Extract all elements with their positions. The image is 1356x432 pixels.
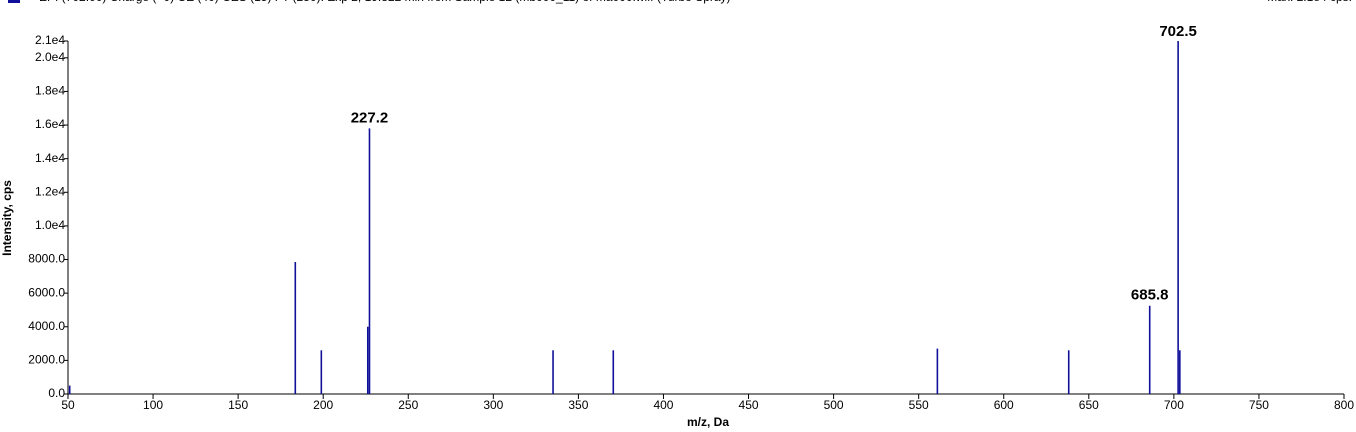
x-tick-label: 100: [143, 398, 163, 412]
x-axis-title: m/z, Da: [687, 415, 729, 429]
x-tick-label: 450: [739, 398, 759, 412]
y-tick-label: 8000.0: [28, 252, 65, 266]
x-tick-label: 700: [1164, 398, 1184, 412]
x-tick-label: 250: [398, 398, 418, 412]
x-tick-label: 350: [568, 398, 588, 412]
x-tick-label: 300: [483, 398, 503, 412]
x-tick-label: 550: [909, 398, 929, 412]
x-tick-label: 150: [228, 398, 248, 412]
y-tick-label: 2000.0: [28, 353, 65, 367]
y-axis-title: Intensity, cps: [0, 180, 14, 256]
y-tick-label: 1.6e4: [35, 117, 65, 131]
peak-label: 685.8: [1131, 287, 1169, 304]
x-tick-label: 200: [313, 398, 333, 412]
y-tick-label: 4000.0: [28, 319, 65, 333]
x-tick-label: 50: [61, 398, 75, 412]
legend-swatch: [8, 0, 20, 3]
max-label: Max. 2.1e4 cps.: [1267, 0, 1352, 4]
chart-title: +EPI (702.00) Charge (+0) CE (40) CES (1…: [32, 0, 731, 4]
x-tick-label: 400: [653, 398, 673, 412]
y-tick-label: 2.1e4: [35, 33, 65, 47]
y-tick-label: 6000.0: [28, 285, 65, 299]
y-tick-label: 2.0e4: [35, 50, 65, 64]
peak-label: 702.5: [1159, 23, 1197, 40]
peak-label: 227.2: [351, 109, 389, 126]
x-tick-label: 650: [1079, 398, 1099, 412]
x-tick-label: 750: [1249, 398, 1269, 412]
y-tick-label: 1.4e4: [35, 151, 65, 165]
y-tick-label: 1.0e4: [35, 218, 65, 232]
y-tick-label: 1.2e4: [35, 184, 65, 198]
y-tick-label: 1.8e4: [35, 84, 65, 98]
x-tick-label: 600: [994, 398, 1014, 412]
y-tick-label: 0.0: [48, 386, 65, 400]
x-tick-label: 800: [1334, 398, 1354, 412]
x-tick-label: 500: [824, 398, 844, 412]
